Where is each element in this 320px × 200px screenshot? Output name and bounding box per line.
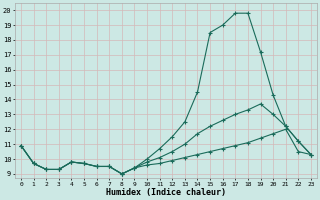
X-axis label: Humidex (Indice chaleur): Humidex (Indice chaleur): [106, 188, 226, 197]
